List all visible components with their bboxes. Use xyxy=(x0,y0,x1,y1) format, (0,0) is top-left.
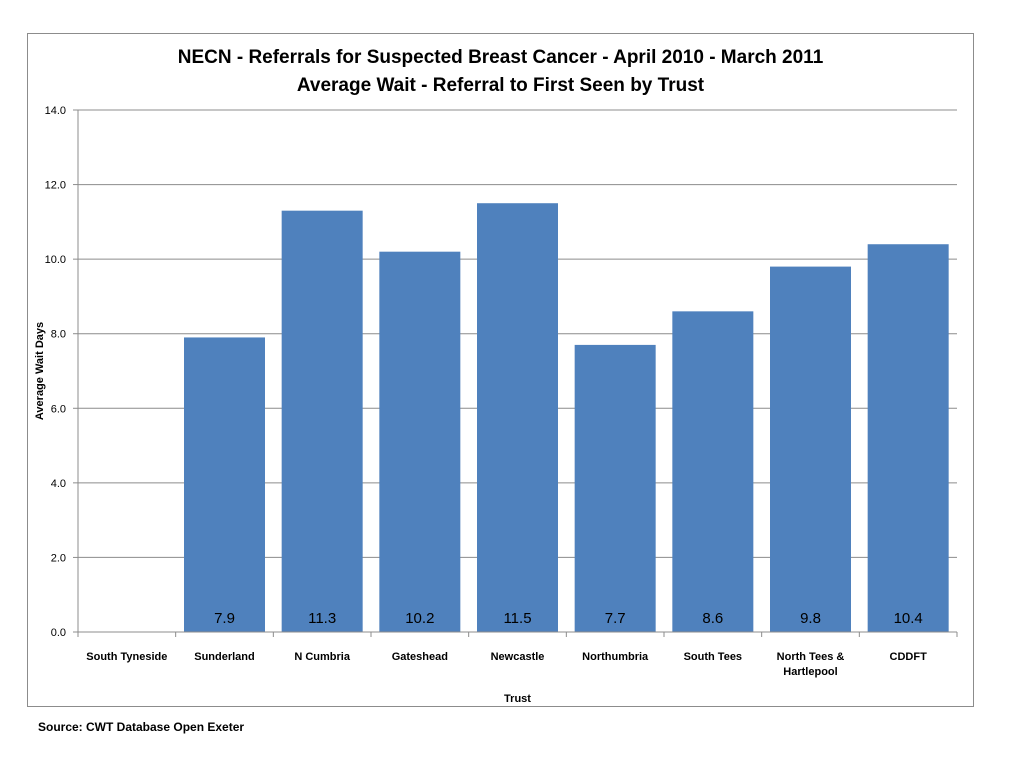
bar xyxy=(379,251,461,632)
y-tick-label: 14.0 xyxy=(45,105,66,117)
chart-title-block: NECN - Referrals for Suspected Breast Ca… xyxy=(27,44,974,100)
bar xyxy=(574,344,656,632)
bar-data-label: 10.2 xyxy=(405,610,434,627)
y-tick-label: 4.0 xyxy=(51,478,66,490)
y-tick-label: 6.0 xyxy=(51,403,66,415)
y-tick-label: 10.0 xyxy=(45,254,66,266)
y-tick-label: 12.0 xyxy=(45,180,66,192)
x-category-label: Sunderland xyxy=(194,651,255,663)
bar xyxy=(672,311,754,632)
bar-data-label: 11.5 xyxy=(503,610,531,627)
x-category-label: CDDFT xyxy=(890,651,928,663)
x-category-label: Gateshead xyxy=(392,651,448,663)
bar-data-label: 9.8 xyxy=(800,610,821,627)
source-note: Source: CWT Database Open Exeter xyxy=(38,720,245,734)
x-category-label: South Tees xyxy=(684,651,742,663)
bar-data-label: 11.3 xyxy=(308,610,336,627)
chart-subtitle: Average Wait - Referral to First Seen by… xyxy=(296,75,705,96)
chart-title: NECN - Referrals for Suspected Breast Ca… xyxy=(177,47,824,68)
bar xyxy=(281,210,363,632)
bar-data-label: 10.4 xyxy=(894,610,923,627)
bar-data-label: 7.9 xyxy=(214,610,235,627)
x-category-label: Newcastle xyxy=(491,651,545,663)
bar-data-label: 7.7 xyxy=(605,610,626,627)
bar xyxy=(184,337,265,632)
x-category-label: Northumbria xyxy=(582,651,649,663)
bar-data-label: 8.6 xyxy=(702,610,723,627)
bar xyxy=(867,244,949,632)
bar xyxy=(770,266,851,632)
bar xyxy=(477,203,558,632)
x-axis-title: Trust xyxy=(504,693,531,705)
x-category-label: South Tyneside xyxy=(86,651,167,663)
x-category-label: North Tees & Hartlepool xyxy=(777,651,845,678)
y-tick-label: 2.0 xyxy=(51,552,66,564)
x-category-label: N Cumbria xyxy=(294,651,351,663)
y-tick-label: 0.0 xyxy=(51,627,66,639)
y-axis-title: Average Wait Days xyxy=(34,322,46,420)
y-tick-label: 8.0 xyxy=(51,329,66,341)
